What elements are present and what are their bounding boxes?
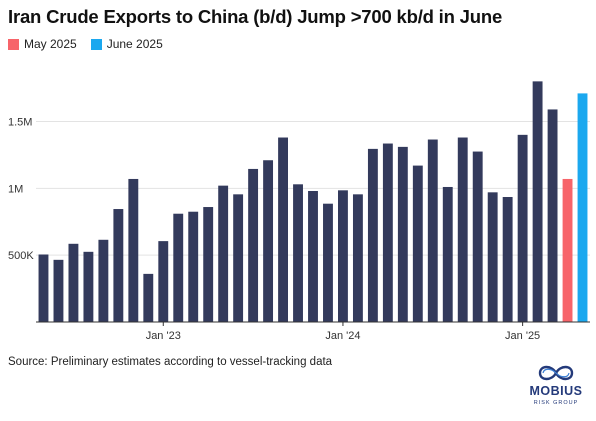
bar-30 — [487, 192, 498, 322]
bar-4 — [98, 239, 109, 322]
bar-8 — [158, 241, 169, 322]
y-tick-label-1: 1M — [8, 183, 23, 195]
bar-3 — [83, 251, 94, 322]
bar-7 — [143, 273, 154, 322]
bar-1 — [53, 259, 64, 322]
infinity-loop-icon — [538, 365, 574, 381]
chart-title: Iran Crude Exports to China (b/d) Jump >… — [8, 6, 503, 27]
bar-17 — [293, 184, 303, 322]
mobius-logo: MOBIUS RISK GROUP — [520, 360, 592, 412]
bar-36 — [577, 93, 588, 323]
bar-26 — [427, 139, 438, 322]
bar-14 — [248, 168, 259, 322]
bar-5 — [113, 209, 124, 322]
bar-23 — [382, 143, 393, 322]
bar-11 — [203, 207, 214, 322]
bar-32 — [517, 134, 528, 322]
legend-swatch-june — [90, 38, 102, 50]
bar-31 — [502, 197, 513, 322]
x-tick-label-1: Jan '24 — [325, 330, 360, 342]
bar-16 — [278, 137, 288, 322]
bar-18 — [308, 190, 318, 322]
bar-27 — [442, 186, 453, 322]
legend-item-june: June 2025 — [90, 37, 163, 51]
bar-20 — [338, 190, 348, 322]
source-note: Source: Preliminary estimates according … — [8, 356, 333, 368]
bar-12 — [218, 185, 229, 322]
bar-2 — [68, 243, 79, 322]
bar-29 — [472, 151, 483, 322]
bar-0 — [38, 254, 49, 322]
bar-35 — [562, 178, 573, 322]
bar-22 — [367, 148, 378, 322]
y-tick-label-0: 500K — [8, 250, 34, 262]
chart-legend: May 2025 June 2025 — [8, 37, 177, 51]
bar-24 — [397, 146, 408, 322]
legend-item-may: May 2025 — [8, 37, 77, 51]
y-tick-label-2: 1.5M — [8, 116, 32, 128]
bar-19 — [323, 203, 333, 322]
bar-34 — [547, 109, 558, 322]
logo-tagline: RISK GROUP — [533, 400, 579, 406]
bar-28 — [457, 137, 468, 322]
bar-6 — [128, 178, 139, 322]
bar-25 — [412, 165, 423, 322]
bar-13 — [233, 194, 244, 322]
x-tick-label-2: Jan '25 — [505, 330, 540, 342]
bar-33 — [532, 81, 543, 322]
legend-swatch-may — [8, 38, 19, 50]
bar-9 — [173, 213, 184, 322]
bar-21 — [352, 194, 363, 322]
x-tick-label-0: Jan '23 — [146, 330, 181, 342]
legend-label-june: June 2025 — [106, 37, 163, 51]
legend-label-may: May 2025 — [24, 37, 77, 51]
logo-wordmark: MOBIUS — [529, 384, 583, 398]
bar-15 — [263, 160, 274, 322]
bar-10 — [188, 211, 199, 322]
